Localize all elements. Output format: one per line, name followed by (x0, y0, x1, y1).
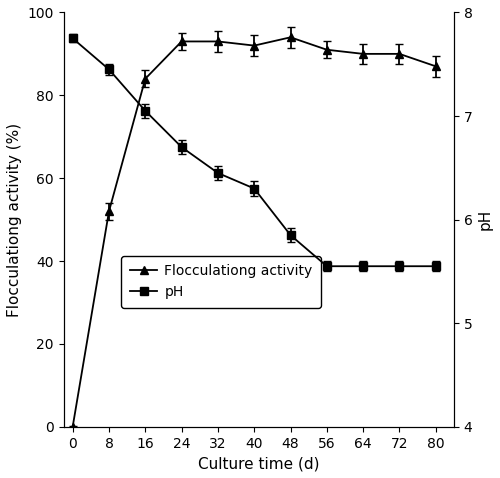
X-axis label: Culture time (d): Culture time (d) (198, 456, 320, 471)
Legend: Flocculationg activity, pH: Flocculationg activity, pH (122, 256, 321, 307)
Y-axis label: Flocculationg activity (%): Flocculationg activity (%) (7, 122, 22, 316)
Y-axis label: pH: pH (478, 209, 493, 230)
